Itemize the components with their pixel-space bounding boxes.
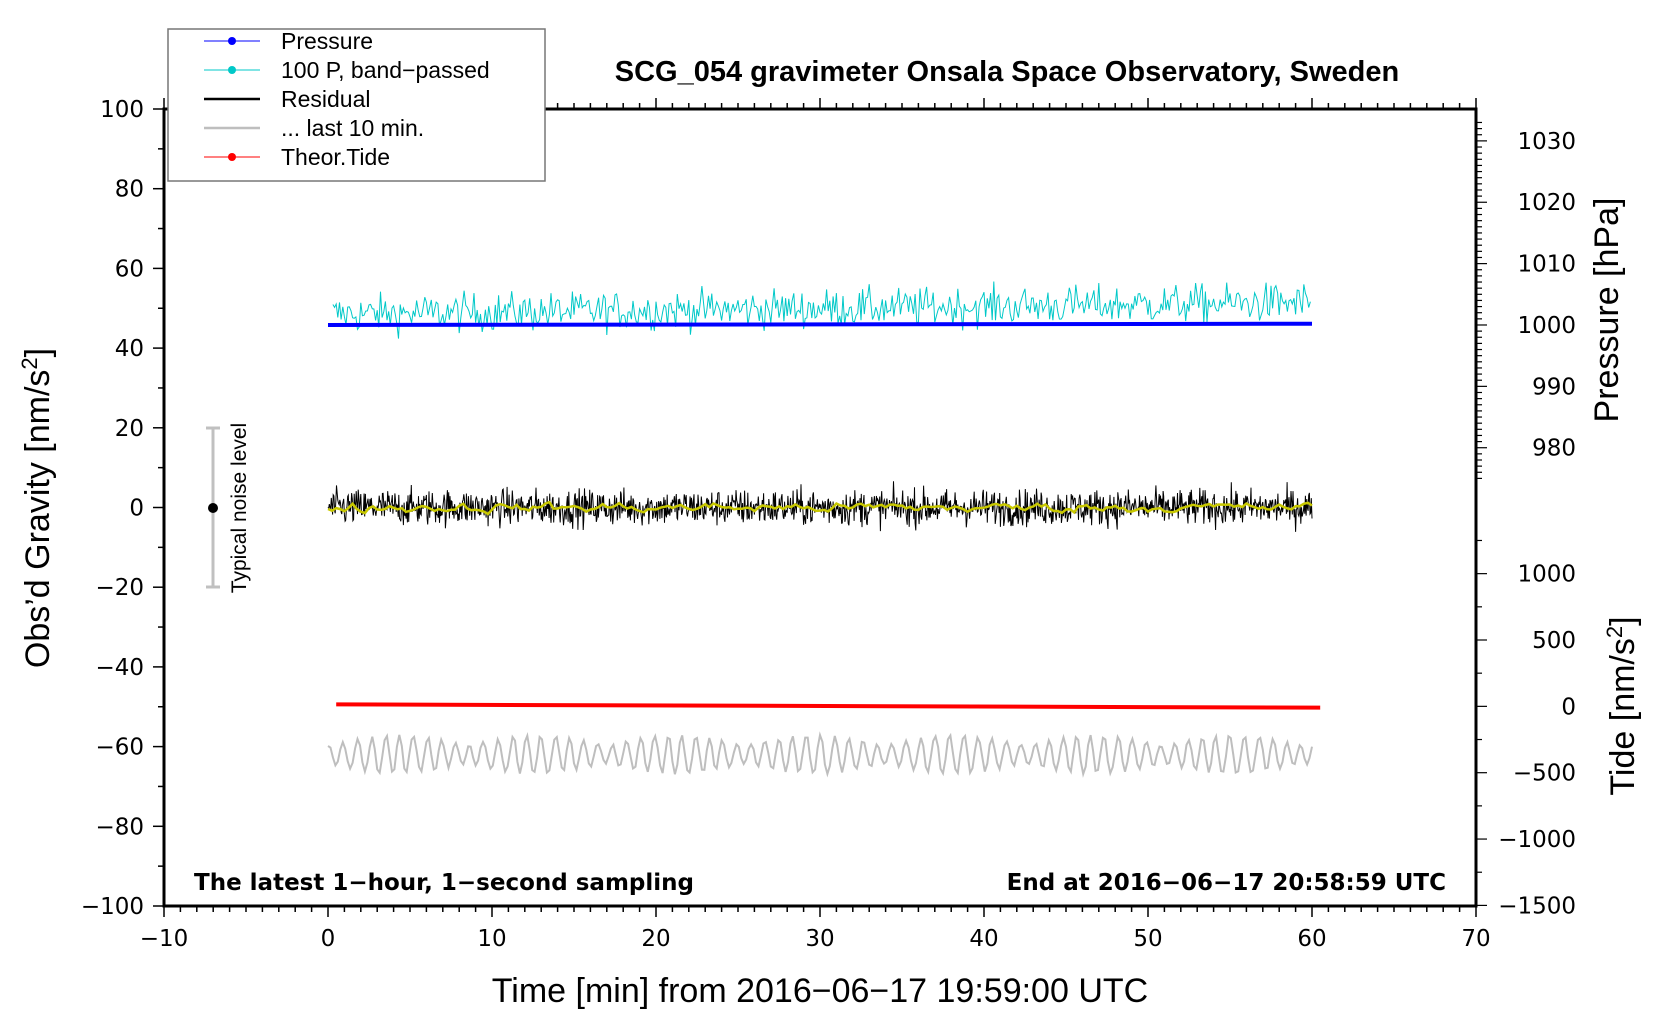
tide-axis-label-sup: 2 xyxy=(1602,626,1627,638)
tide-tick-label: 0 xyxy=(1561,694,1576,720)
x-tick-label: 70 xyxy=(1461,926,1490,952)
legend-label: Residual xyxy=(281,86,371,112)
tide-tick-label: −500 xyxy=(1513,761,1576,787)
pressure-tick-label: 1000 xyxy=(1517,313,1576,339)
legend-item: ... last 10 min. xyxy=(204,115,424,141)
pressure-tick-label: 990 xyxy=(1532,374,1576,400)
y-tick-label: −100 xyxy=(81,894,144,920)
chart-title: SCG_054 gravimeter Onsala Space Observat… xyxy=(615,56,1399,88)
legend-item: Pressure xyxy=(204,28,373,54)
tide-tick-label: −1000 xyxy=(1498,827,1576,853)
y-tick-label: 100 xyxy=(100,97,144,123)
x-tick-label: 30 xyxy=(805,926,834,952)
y-axis-label: Obs’d Gravity [nm/s2] xyxy=(17,348,57,668)
x-tick-label: 40 xyxy=(969,926,998,952)
y-tick-label: −60 xyxy=(95,735,144,761)
pressure-line xyxy=(327,321,1313,327)
tide-tick-label: 1000 xyxy=(1517,562,1576,588)
plot-frame xyxy=(162,107,1478,908)
theoretical-tide-line xyxy=(336,702,1321,710)
annotation-sampling: The latest 1−hour, 1−second sampling xyxy=(194,870,694,896)
residual-smoothed-line xyxy=(327,500,1313,516)
x-tick-label: 0 xyxy=(321,926,336,952)
y-tick-label: 0 xyxy=(129,496,144,522)
annotation-end-time: End at 2016−06−17 20:58:59 UTC xyxy=(1007,870,1446,896)
x-tick-label: −10 xyxy=(140,926,189,952)
pressure-tick-label: 980 xyxy=(1532,436,1576,462)
x-tick-label: 60 xyxy=(1297,926,1326,952)
axis-ticks: −10 0 10 20 30 40 50 60 70−100−80−60−40−20020406… xyxy=(81,97,1576,952)
last-10-min-line xyxy=(327,731,1313,778)
x-tick-label: 50 xyxy=(1133,926,1162,952)
y-tick-label: −40 xyxy=(95,655,144,681)
y-tick-label: 60 xyxy=(115,256,144,282)
y-tick-label: −80 xyxy=(95,814,144,840)
legend-marker xyxy=(228,37,236,45)
y-tick-label: 80 xyxy=(115,177,144,203)
x-tick-label: 10 xyxy=(477,926,506,952)
legend-label: Theor.Tide xyxy=(281,144,390,170)
legend: Pressure 100 P, band−passed Residual ... la… xyxy=(167,28,546,182)
legend-item: Theor.Tide xyxy=(204,144,390,170)
x-tick-label: 20 xyxy=(641,926,670,952)
y-tick-label: −20 xyxy=(95,575,144,601)
residual-line xyxy=(327,481,1313,532)
y-tick-label: 40 xyxy=(115,336,144,362)
noise-level-label: Typical noise level xyxy=(228,423,251,593)
legend-item: 100 P, band−passed xyxy=(204,57,490,83)
y-axis-label-sup: 2 xyxy=(17,357,42,369)
y-axis-label-close: ] xyxy=(19,348,57,357)
y-tick-label: 20 xyxy=(115,416,144,442)
legend-label: Pressure xyxy=(281,28,373,54)
tide-axis-label: Tide [nm/s2] xyxy=(1602,616,1642,795)
legend-label: 100 P, band−passed xyxy=(281,57,490,83)
legend-label: ... last 10 min. xyxy=(281,115,424,141)
pressure-tick-label: 1020 xyxy=(1517,190,1576,216)
noise-center-dot xyxy=(208,503,218,513)
pressure-tick-label: 1030 xyxy=(1517,129,1576,155)
noise-level-indicator: Typical noise level xyxy=(206,423,251,593)
tide-axis-label-close: ] xyxy=(1604,616,1642,625)
data-series xyxy=(327,281,1321,778)
bandpassed-pressure-line xyxy=(332,281,1311,339)
tide-axis-label-text: Tide [nm/s xyxy=(1604,638,1642,795)
tide-tick-label: 500 xyxy=(1532,628,1576,654)
legend-marker xyxy=(228,66,236,74)
legend-marker xyxy=(228,153,236,161)
y-axis-label-text: Obs’d Gravity [nm/s xyxy=(19,370,57,669)
tide-tick-label: −1500 xyxy=(1498,893,1576,919)
legend-item: Residual xyxy=(204,86,371,112)
pressure-axis-label: Pressure [hPa] xyxy=(1588,198,1626,423)
x-axis-label: Time [min] from 2016−06−17 19:59:00 UTC xyxy=(492,972,1148,1010)
pressure-tick-label: 1010 xyxy=(1517,252,1576,278)
